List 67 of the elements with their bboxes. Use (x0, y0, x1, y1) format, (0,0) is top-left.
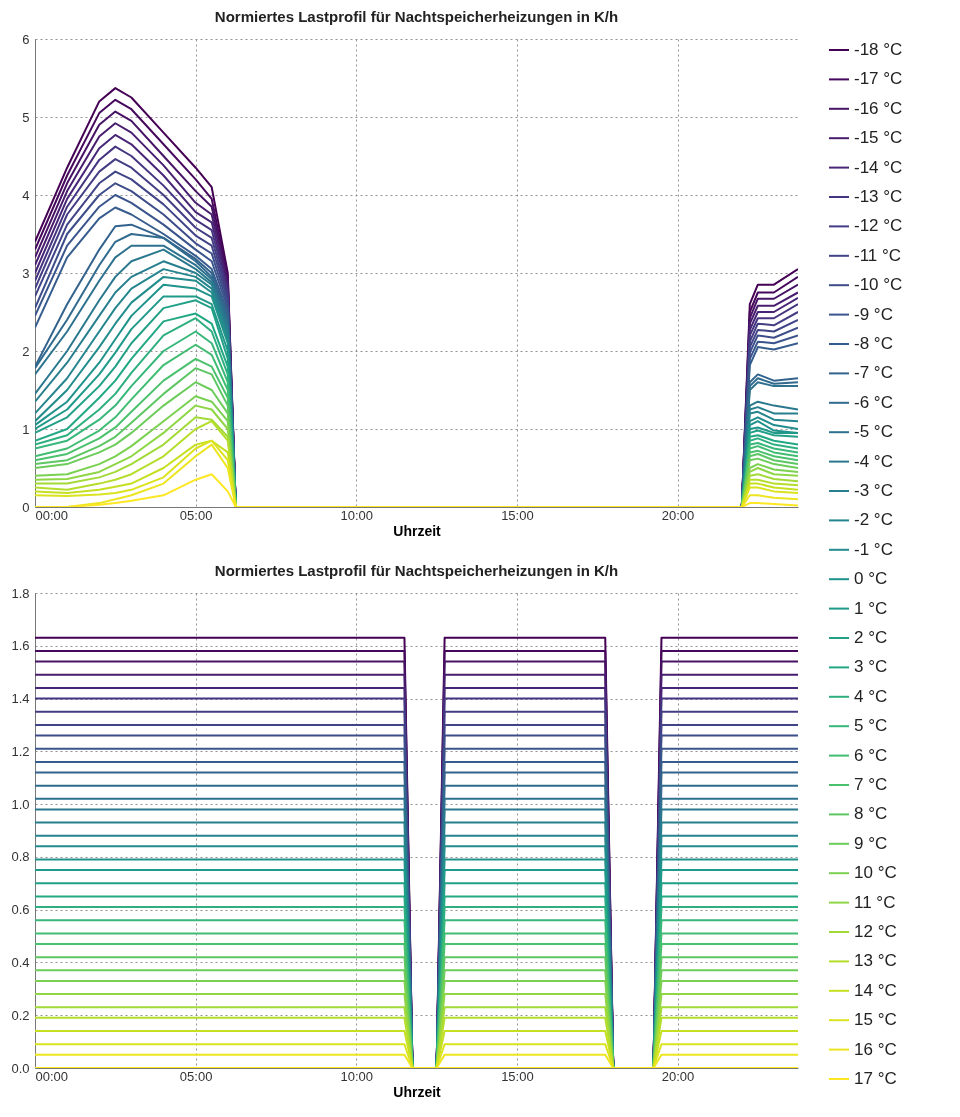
x-tick-label: 00:00 (35, 507, 69, 523)
y-tick-label: 2 (22, 343, 30, 359)
x-tick-label: 10:00 (340, 1068, 374, 1084)
legend-label: -13 °C (854, 187, 903, 206)
y-tick-label: 0.4 (11, 954, 30, 970)
legend-label: -18 °C (854, 40, 903, 59)
y-tick-label: 4 (22, 187, 30, 203)
y-tick-label: 1.6 (11, 638, 30, 654)
y-tick-label: 0.8 (11, 849, 30, 865)
legend-label: -6 °C (854, 392, 893, 412)
y-tick-label: 1.2 (11, 743, 30, 759)
legend-label: 10 °C (854, 863, 897, 883)
legend-label: -9 °C (854, 304, 893, 324)
y-tick-label: 1.4 (11, 691, 30, 707)
x-tick-label: 20:00 (661, 507, 695, 523)
x-tick-label: 20:00 (661, 1068, 695, 1084)
y-tick-label: 1.0 (11, 796, 30, 812)
legend-label: 4 °C (854, 686, 888, 706)
legend-label: 16 °C (854, 1039, 897, 1059)
legend-label: -3 °C (854, 481, 893, 500)
legend-label: -11 °C (854, 245, 902, 265)
y-tick-label: 5 (22, 109, 30, 125)
legend-label: -10 °C (854, 275, 903, 295)
legend-label: 0 °C (854, 569, 888, 589)
chart-title: Normiertes Lastprofil für Nachtspeicherheizungen in K/h (214, 8, 619, 25)
legend-label: -15 °C (854, 128, 903, 148)
x-tick-label: 15:00 (501, 1068, 534, 1084)
legend-label: 12 °C (854, 922, 897, 941)
legend-label: 17 °C (854, 1069, 897, 1088)
y-tick-label: 0.2 (11, 1007, 30, 1023)
legend-label: 1 °C (854, 598, 888, 618)
legend-label: -4 °C (854, 451, 893, 471)
chart-title: Normiertes Lastprofil für Nachtspeicherheizungen in K/h (214, 562, 619, 579)
legend-label: 9 °C (854, 833, 888, 853)
y-tick-label: 6 (22, 31, 30, 47)
legend-label: -1 °C (854, 539, 893, 559)
legend-label: -2 °C (854, 510, 893, 530)
legend-label: -7 °C (854, 363, 893, 383)
legend-label: -17 °C (854, 69, 903, 89)
legend-label: -12 °C (854, 216, 903, 236)
legend-label: 11 °C (854, 892, 896, 912)
x-tick-label: 00:00 (35, 1068, 69, 1084)
legend-label: 8 °C (854, 804, 888, 824)
x-tick-label: 10:00 (340, 507, 374, 523)
x-tick-label: 15:00 (501, 507, 534, 523)
y-tick-label: 1.8 (11, 585, 30, 601)
x-tick-label: 05:00 (179, 1068, 213, 1084)
legend-label: 2 °C (854, 628, 888, 647)
x-tick-label: 05:00 (179, 507, 213, 523)
legend-label: -5 °C (854, 422, 893, 442)
legend-label: -16 °C (854, 98, 903, 118)
y-tick-label: 0.6 (11, 902, 30, 918)
legend-label: -14 °C (854, 157, 903, 177)
y-tick-label: 0.0 (11, 1060, 30, 1076)
legend-label: 6 °C (854, 745, 888, 765)
y-tick-label: 1 (22, 421, 30, 437)
y-tick-label: 3 (22, 265, 30, 281)
legend-label: 3 °C (854, 657, 888, 677)
x-axis-title: Uhrzeit (393, 1083, 442, 1100)
legend-label: 7 °C (854, 775, 888, 794)
legend-label: 14 °C (854, 980, 897, 1000)
legend-label: -8 °C (854, 334, 893, 353)
legend-label: 13 °C (854, 951, 897, 971)
x-axis-title: Uhrzeit (393, 522, 442, 539)
legend-label: 5 °C (854, 716, 888, 736)
y-tick-label: 0 (22, 499, 30, 515)
legend-label: 15 °C (854, 1010, 897, 1030)
